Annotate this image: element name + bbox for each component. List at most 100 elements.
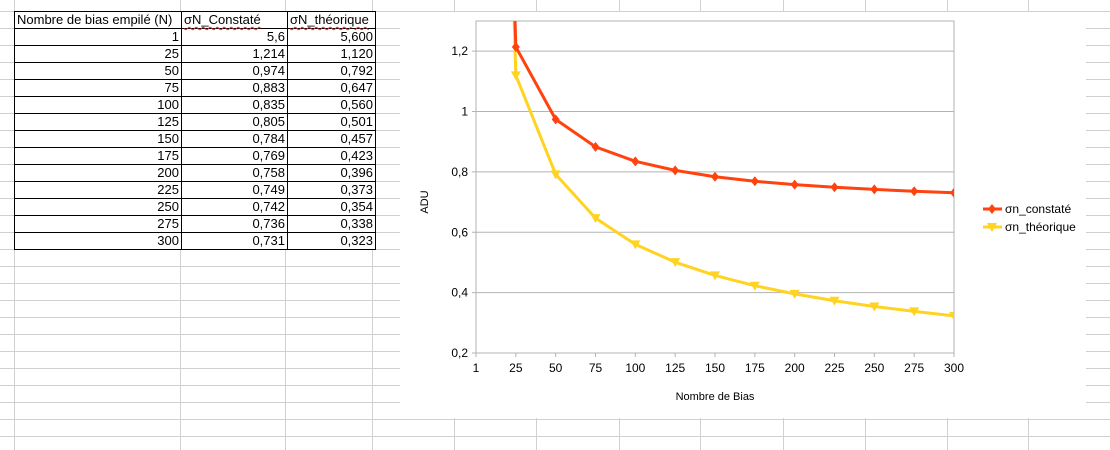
header-cell[interactable]: σN_Constaté <box>181 11 288 29</box>
table-cell[interactable]: 1,214 <box>181 45 288 63</box>
table-cell[interactable]: 150 <box>14 130 182 148</box>
data-point <box>711 171 719 182</box>
header-cell[interactable]: Nombre de bias empilé (N) <box>14 11 182 29</box>
table-row: 1 5,6 5,600 <box>14 28 376 46</box>
data-point <box>510 71 521 81</box>
table-cell[interactable]: 0,647 <box>287 79 376 97</box>
table-cell[interactable]: 0,835 <box>181 96 288 114</box>
x-tick-label: 1 <box>473 361 480 375</box>
table-row: 100 0,835 0,560 <box>14 96 376 114</box>
series-line <box>512 21 954 318</box>
legend-label: σn_constaté <box>1005 202 1071 216</box>
series-group <box>510 21 954 321</box>
table-cell[interactable]: 5,6 <box>181 28 288 46</box>
data-point <box>950 187 954 198</box>
x-tick-label: 75 <box>589 361 603 375</box>
table-cell[interactable]: 0,354 <box>287 198 376 216</box>
data-point <box>591 141 600 152</box>
table-cell[interactable]: 0,883 <box>181 79 288 97</box>
table-cell[interactable]: 125 <box>14 113 182 131</box>
x-axis-title: Nombre de Bias <box>676 391 755 403</box>
x-tick-label: 200 <box>785 361 805 375</box>
data-point <box>551 114 560 125</box>
data-point <box>910 186 919 197</box>
table-cell[interactable]: 0,749 <box>181 181 288 199</box>
y-tick-label: 0,4 <box>451 286 468 300</box>
table-cell[interactable]: 250 <box>14 198 182 216</box>
data-point <box>790 179 799 190</box>
table-row: 175 0,769 0,423 <box>14 147 376 165</box>
table-cell[interactable]: 5,600 <box>287 28 376 46</box>
table-cell[interactable]: 0,784 <box>181 130 288 148</box>
line-chart: 0,20,40,60,811,21 25 50 75 100 125 150 175 200 22… <box>419 20 1076 403</box>
plot-area-border <box>475 20 955 354</box>
data-point <box>749 281 760 291</box>
table-cell[interactable]: 0,560 <box>287 96 376 114</box>
table-cell[interactable]: 1,120 <box>287 45 376 63</box>
table-cell[interactable]: 1 <box>14 28 182 46</box>
chart[interactable]: 0,2 0,4 0,6 0,8 1 1,2 1 25 50 75 100 125 150 175 200 22… <box>400 12 1086 418</box>
table-row: 50 0,974 0,792 <box>14 62 376 80</box>
table-cell[interactable]: 0,736 <box>181 215 288 233</box>
data-point <box>590 214 601 224</box>
table-cell[interactable]: 0,338 <box>287 215 376 233</box>
table-row: 275 0,736 0,338 <box>14 215 376 233</box>
table-cell[interactable]: 0,758 <box>181 164 288 182</box>
data-point <box>869 302 880 312</box>
table-cell[interactable]: 50 <box>14 62 182 80</box>
y-tick-label: 1 <box>461 105 468 119</box>
table-cell[interactable]: 300 <box>14 232 182 250</box>
data-point <box>671 165 680 176</box>
data-point <box>670 258 681 268</box>
data-table: Nombre de bias empilé (N) σN_Constaté σN_t… <box>14 11 376 250</box>
x-tick-label: 125 <box>665 361 685 375</box>
data-point <box>829 296 840 306</box>
table-cell[interactable]: 275 <box>14 215 182 233</box>
legend-label: σn_théorique <box>1005 220 1076 234</box>
y-tick-label: 1,2 <box>451 44 468 58</box>
y-tick-label: 0,8 <box>451 165 468 179</box>
data-point <box>789 289 800 299</box>
x-tick-label: 50 <box>549 361 563 375</box>
data-point <box>830 182 839 193</box>
table-cell[interactable]: 75 <box>14 79 182 97</box>
table-cell[interactable]: 0,742 <box>181 198 288 216</box>
data-point <box>550 170 561 180</box>
y-tick-label: 0,2 <box>451 346 468 360</box>
table-cell[interactable]: 175 <box>14 147 182 165</box>
legend-marker <box>987 223 997 232</box>
table-cell[interactable]: 225 <box>14 181 182 199</box>
table-cell[interactable]: 0,805 <box>181 113 288 131</box>
table-cell[interactable]: 0,423 <box>287 147 376 165</box>
table-cell[interactable]: 0,974 <box>181 62 288 80</box>
table-row: 150 0,784 0,457 <box>14 130 376 148</box>
x-tick-label: 275 <box>904 361 924 375</box>
x-tick-label: 150 <box>705 361 725 375</box>
x-tick-label: 100 <box>625 361 645 375</box>
table-cell[interactable]: 0,769 <box>181 147 288 165</box>
table-row: 75 0,883 0,647 <box>14 79 376 97</box>
table-row: 125 0,805 0,501 <box>14 113 376 131</box>
y-axis-title: ADU <box>419 190 431 213</box>
data-point <box>630 240 641 250</box>
table-cell[interactable]: 0,731 <box>181 232 288 250</box>
table-row: 225 0,749 0,373 <box>14 181 376 199</box>
header-row: Nombre de bias empilé (N) σN_Constaté σN_t… <box>14 11 376 29</box>
table-cell[interactable]: 0,396 <box>287 164 376 182</box>
table-row: 200 0,758 0,396 <box>14 164 376 182</box>
table-cell[interactable]: 0,373 <box>287 181 376 199</box>
table-cell[interactable]: 0,457 <box>287 130 376 148</box>
header-cell[interactable]: σN_théorique <box>287 11 376 29</box>
data-point <box>750 176 759 187</box>
data-point <box>949 311 954 321</box>
table-cell[interactable]: 100 <box>14 96 182 114</box>
table-cell[interactable]: 0,501 <box>287 113 376 131</box>
x-tick-label: 225 <box>824 361 844 375</box>
table-cell[interactable]: 0,323 <box>287 232 376 250</box>
y-tick-label: 0,6 <box>451 225 468 239</box>
table-row: 250 0,742 0,354 <box>14 198 376 216</box>
data-point <box>909 307 920 317</box>
table-cell[interactable]: 25 <box>14 45 182 63</box>
table-cell[interactable]: 0,792 <box>287 62 376 80</box>
table-cell[interactable]: 200 <box>14 164 182 182</box>
